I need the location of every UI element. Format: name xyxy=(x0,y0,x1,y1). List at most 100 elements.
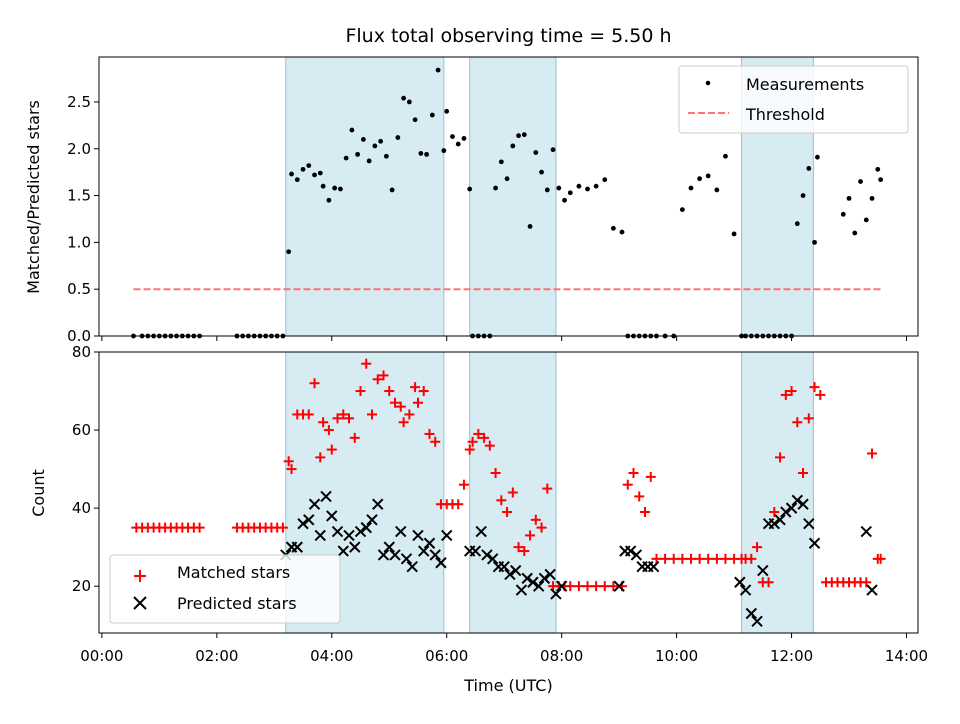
measurementspoint xyxy=(467,186,473,192)
matched-starspoint xyxy=(315,452,326,463)
predicted-starspoint xyxy=(785,502,798,514)
matched-starspoint xyxy=(634,491,645,502)
predicted-starspoint xyxy=(624,545,637,557)
predicted-starspoint xyxy=(383,541,395,553)
predicted-starspoint xyxy=(745,607,758,620)
measurementspoint xyxy=(723,153,728,159)
measurementspoint xyxy=(556,185,562,191)
matched-starspoint xyxy=(542,483,553,494)
predicted-starspoint xyxy=(498,560,510,573)
measurementspoint xyxy=(619,229,625,235)
predicted-starspoint xyxy=(395,525,407,538)
measurementspoint xyxy=(289,171,294,177)
measurementspoint xyxy=(516,133,521,139)
matched-starspoint xyxy=(286,464,297,475)
matched-starspoint xyxy=(530,514,541,525)
measurementspoint xyxy=(875,166,881,172)
measurementspoint xyxy=(355,151,361,157)
axes-frame-bottom xyxy=(98,351,919,634)
predicted-starspoint xyxy=(739,584,752,596)
measurementspoint xyxy=(349,127,355,133)
matched-starspoint xyxy=(332,413,343,424)
matched-starspoint xyxy=(599,581,610,592)
y-tick-label: 0.5 xyxy=(67,280,91,298)
legend-predicted-label: Predicted stars xyxy=(177,594,297,613)
predicted-starspoint xyxy=(303,514,315,526)
predicted-starspoint xyxy=(366,514,378,526)
matched-starspoint xyxy=(367,409,377,420)
matched-starspoint xyxy=(303,409,314,420)
matched-starspoint xyxy=(430,436,441,447)
matched-starspoint xyxy=(372,374,383,385)
matched-starspoint xyxy=(453,499,464,510)
matched-starspoint xyxy=(412,397,423,408)
measurementspoint xyxy=(312,172,317,178)
predicted-starspoint xyxy=(481,549,493,561)
matched-starspoint xyxy=(490,467,501,478)
matched-starspoint xyxy=(338,409,349,420)
matched-starspoint xyxy=(668,553,679,564)
matched-starspoint xyxy=(344,413,355,424)
predicted-starspoint xyxy=(757,564,769,577)
measurementspoint xyxy=(562,197,567,203)
predicted-starspoint xyxy=(630,549,643,561)
predicted-starspoint xyxy=(297,518,309,530)
y-axis-label-bottom: Count xyxy=(29,469,48,517)
measurementspoint xyxy=(306,163,312,169)
measurementspoint xyxy=(800,193,806,198)
matched-starspoint xyxy=(355,386,366,397)
matched-starspoint xyxy=(502,507,513,518)
matched-starspoint xyxy=(378,370,389,381)
measurementspoint xyxy=(320,183,326,189)
measurementspoint xyxy=(585,186,590,192)
measurementspoint xyxy=(294,177,300,183)
x-tick-label: 12:00 xyxy=(770,647,813,665)
matched-starspoint xyxy=(395,401,406,412)
measurementspoint xyxy=(424,151,429,157)
measurementspoint xyxy=(815,154,820,160)
predicted-starspoint xyxy=(613,580,625,592)
predicted-starspoint xyxy=(550,588,562,600)
matched-starspoint xyxy=(318,417,329,428)
matched-starspoint xyxy=(780,389,791,400)
shaded-intervals-bottom xyxy=(285,351,814,634)
x-tick-label: 06:00 xyxy=(425,647,468,665)
predicted-starspoint xyxy=(441,529,453,542)
matched-starspoint xyxy=(685,553,696,564)
matched-starspoint xyxy=(467,436,478,447)
matched-starspoint xyxy=(775,452,786,463)
matched-starspoint xyxy=(398,417,409,428)
matched-starspoint xyxy=(711,553,722,564)
legend-matched-label: Matched stars xyxy=(177,563,290,582)
shaded-interval xyxy=(469,56,557,337)
measurementspoint xyxy=(395,135,401,140)
measurementspoint xyxy=(852,230,858,236)
predicted-starspoint xyxy=(435,557,447,569)
chart-title: Flux total observing time = 5.50 h xyxy=(345,25,671,47)
y-tick-label: 2.5 xyxy=(67,93,91,111)
measurementspoint xyxy=(441,148,447,154)
matched-starspoint xyxy=(591,581,602,592)
predicted-starspoint xyxy=(429,549,441,561)
measurementspoint xyxy=(498,159,504,165)
matched-starspoint xyxy=(763,577,774,588)
predicted-starspoint xyxy=(544,568,556,581)
matched-starspoint xyxy=(361,358,372,369)
matched-starspoint xyxy=(645,471,656,482)
matched-starspoint xyxy=(565,581,576,592)
matched-starspoint xyxy=(525,530,536,541)
measurementspoint xyxy=(576,183,582,189)
shaded-interval xyxy=(285,56,445,337)
matched-starspoint xyxy=(622,479,633,490)
matched-starspoint xyxy=(752,542,763,553)
matched-starspoint xyxy=(746,553,757,564)
matched-starspoint xyxy=(277,522,288,533)
matched-starspoint xyxy=(464,444,475,455)
measurementspoint xyxy=(455,141,461,147)
measurementspoint xyxy=(878,177,884,183)
matched-starspoint xyxy=(323,425,334,436)
y-tick-label: 80 xyxy=(72,343,91,361)
predicted-starspoint xyxy=(509,564,522,577)
predicted-starspoint xyxy=(504,568,516,581)
matched-starspoint xyxy=(660,553,671,564)
